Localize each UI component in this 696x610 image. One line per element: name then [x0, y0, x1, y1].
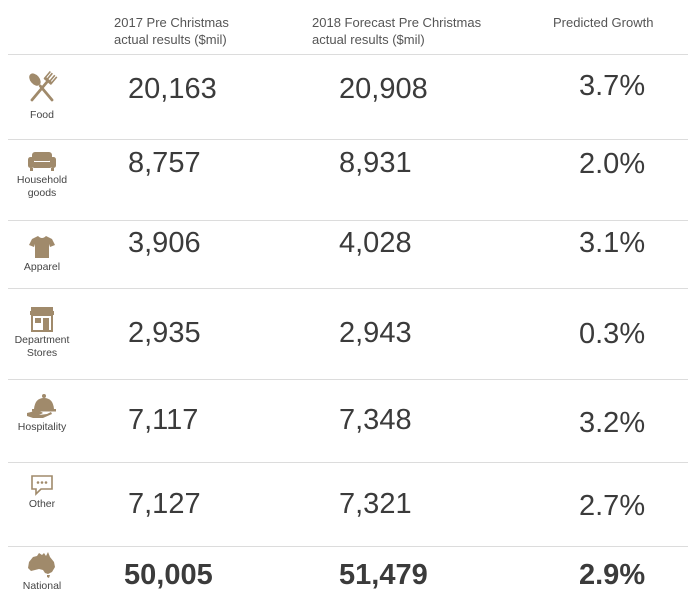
category-label-hospitality: Hospitality — [17, 421, 67, 433]
value-2017-apparel: 3,906 — [128, 227, 201, 259]
value-2017-national: 50,005 — [124, 559, 213, 591]
column-header-growth-label: Predicted Growth — [553, 15, 654, 30]
row-divider — [8, 462, 688, 463]
row-divider — [8, 139, 688, 140]
value-2017-department-stores: 2,935 — [128, 317, 201, 349]
growth-food: 3.7% — [579, 70, 646, 102]
cutlery-icon — [29, 70, 58, 102]
value-2017-other: 7,127 — [128, 488, 201, 520]
category-apparel: Apparel — [4, 235, 80, 274]
category-label-household-2: goods — [27, 187, 57, 199]
row-divider — [8, 220, 688, 221]
service-bell-icon — [27, 394, 56, 418]
category-label-household-1: Household — [16, 174, 68, 186]
value-2018-food: 20,908 — [339, 73, 428, 105]
growth-household-goods: 2.0% — [579, 148, 646, 180]
growth-hospitality: 3.2% — [579, 407, 646, 439]
speech-bubble-icon — [31, 475, 53, 496]
header-divider — [8, 54, 688, 55]
value-2018-department-stores: 2,943 — [339, 317, 412, 349]
value-2017-household-goods: 8,757 — [128, 147, 201, 179]
category-other: Other — [4, 474, 80, 511]
growth-other: 2.7% — [579, 490, 646, 522]
storefront-icon — [30, 307, 54, 332]
value-2017-hospitality: 7,117 — [128, 404, 199, 436]
category-food: Food — [4, 69, 80, 122]
column-header-2017-line2: actual results ($mil) — [114, 32, 227, 47]
row-divider — [8, 379, 688, 380]
growth-national: 2.9% — [579, 559, 646, 591]
category-label-apparel: Apparel — [23, 261, 61, 273]
growth-apparel: 3.1% — [579, 227, 646, 259]
category-label-food: Food — [30, 109, 54, 121]
sofa-icon — [28, 152, 56, 171]
column-header-2017-line1: 2017 Pre Christmas — [114, 15, 229, 30]
category-department-stores: Department Stores — [4, 306, 80, 360]
australia-map-icon — [28, 552, 55, 578]
column-header-growth: Predicted Growth — [553, 14, 653, 31]
category-label-national: National — [22, 580, 62, 592]
column-header-2018-line2: actual results ($mil) — [312, 32, 425, 47]
column-header-2018-line1: 2018 Forecast Pre Christmas — [312, 15, 482, 30]
category-label-dept-1: Department — [14, 334, 70, 346]
column-header-2017: 2017 Pre Christmas actual results ($mil) — [114, 14, 229, 48]
value-2018-household-goods: 8,931 — [339, 147, 412, 179]
category-label-other: Other — [28, 498, 56, 510]
value-2018-other: 7,321 — [339, 488, 412, 520]
row-divider — [8, 546, 688, 547]
value-2018-apparel: 4,028 — [339, 227, 412, 259]
column-header-2018: 2018 Forecast Pre Christmas actual resul… — [312, 14, 481, 48]
value-2018-national: 51,479 — [339, 559, 428, 591]
category-national: National — [4, 552, 80, 593]
row-divider — [8, 288, 688, 289]
value-2017-food: 20,163 — [128, 73, 217, 105]
tshirt-icon — [29, 236, 55, 258]
category-household-goods: Household goods — [4, 150, 80, 200]
growth-department-stores: 0.3% — [579, 318, 646, 350]
category-label-dept-2: Stores — [26, 347, 58, 359]
value-2018-hospitality: 7,348 — [339, 404, 412, 436]
category-hospitality: Hospitality — [4, 393, 80, 434]
